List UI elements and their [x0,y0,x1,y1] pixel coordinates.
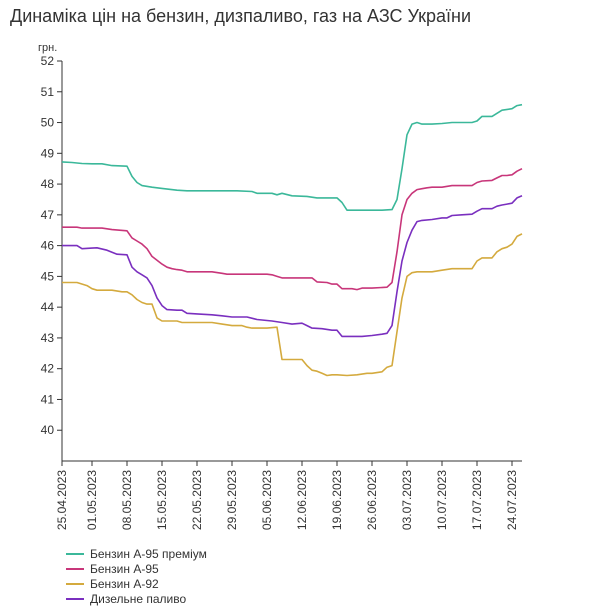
y-tick-label: 41 [41,392,55,406]
x-tick-label: 15.05.2023 [155,470,169,530]
x-axis-ticks: 25.04.2023 01.05.2023 08.05.2023 15.05.2023… [55,461,519,530]
y-tick-label: 52 [41,54,55,68]
x-tick-label: 24.07.2023 [505,470,519,530]
y-tick-label: 51 [41,85,55,99]
x-tick-label: 25.04.2023 [55,470,69,530]
x-tick-label: 26.06.2023 [365,470,379,530]
x-tick-label: 01.05.2023 [85,470,99,530]
series-line-0 [61,103,523,211]
y-tick-label: 49 [41,146,55,160]
series-line-1 [62,167,523,291]
x-tick-label: 05.06.2023 [260,470,274,530]
x-tick-label: 17.07.2023 [470,470,484,530]
y-axis-unit: грн. [38,42,57,54]
y-tick-label: 40 [41,423,55,437]
legend-label: Бензин А-95 [90,562,159,576]
y-tick-label: 44 [41,300,55,314]
x-tick-label: 12.06.2023 [295,470,309,530]
y-tick-label: 48 [41,177,55,191]
axes [61,61,522,462]
x-tick-label: 10.07.2023 [435,470,449,530]
x-tick-label: 29.05.2023 [225,470,239,530]
y-tick-label: 43 [41,331,55,345]
legend-label: Бензин А-95 преміум [90,547,207,561]
y-tick-label: 47 [41,208,55,222]
x-tick-label: 22.05.2023 [190,470,204,530]
y-tick-label: 42 [41,362,55,376]
series-lines [61,103,523,377]
series-line-2 [62,233,523,377]
series-line-3 [62,195,523,338]
y-tick-label: 46 [41,239,55,253]
y-tick-label: 45 [41,269,55,283]
legend-label: Дизельне паливо [90,592,186,606]
x-tick-label: 03.07.2023 [400,470,414,530]
x-tick-label: 19.06.2023 [330,470,344,530]
y-tick-label: 50 [41,116,55,130]
x-tick-label: 08.05.2023 [120,470,134,530]
chart-title: Динаміка цін на бензин, дизпаливо, газ н… [10,6,472,26]
legend-label: Бензин А-92 [90,577,159,591]
y-axis-ticks: 40 41 42 43 44 45 46 47 48 49 50 51 52 [41,54,62,437]
